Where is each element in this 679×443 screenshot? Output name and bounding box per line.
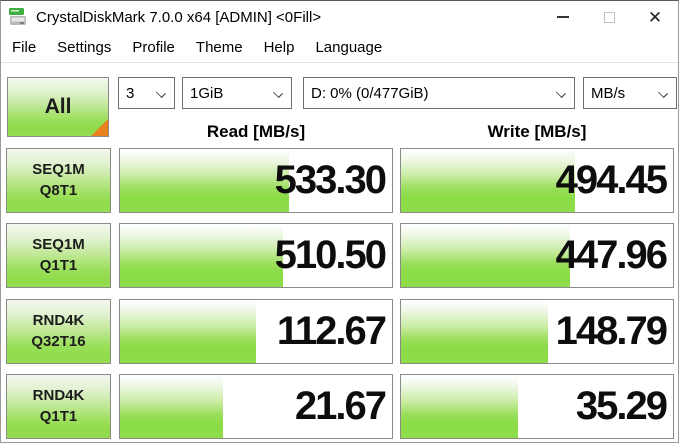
test-label-button[interactable]: RND4K Q1T1: [6, 374, 111, 439]
read-value: 21.67: [294, 384, 387, 428]
minimize-icon: [557, 16, 569, 18]
combo-value: 1GiB: [190, 84, 224, 102]
test-label-button[interactable]: SEQ1M Q8T1: [6, 148, 111, 213]
read-bar: [120, 300, 256, 363]
app-icon: [9, 8, 26, 25]
read-result-cell: 533.30: [119, 148, 393, 213]
chevron-down-icon: [157, 89, 165, 97]
read-result-cell: 112.67: [119, 299, 393, 364]
test-label-button[interactable]: SEQ1M Q1T1: [6, 223, 111, 288]
test-name: SEQ1M: [32, 160, 85, 178]
write-bar: [401, 224, 570, 287]
chevron-down-icon: [557, 89, 565, 97]
menu-item-help[interactable]: Help: [263, 39, 295, 56]
test-size-select[interactable]: 1GiB: [182, 77, 292, 109]
combo-value: 3: [126, 84, 135, 102]
write-result-cell: 148.79: [400, 299, 674, 364]
test-label-button[interactable]: RND4K Q32T16: [6, 299, 111, 364]
all-tests-button[interactable]: All: [7, 77, 109, 137]
read-result-cell: 510.50: [119, 223, 393, 288]
combo-value: MB/s: [591, 84, 626, 102]
write-value: 447.96: [555, 233, 668, 277]
read-bar: [120, 375, 224, 438]
menu-item-file[interactable]: File: [12, 39, 37, 56]
menu-item-language[interactable]: Language: [315, 39, 383, 56]
write-value: 494.45: [555, 158, 668, 202]
window-title: CrystalDiskMark 7.0.0 x64 [ADMIN] <0Fill…: [36, 8, 322, 26]
test-queue-thread: Q1T1: [39, 407, 78, 425]
write-result-cell: 447.96: [400, 223, 674, 288]
test-queue-thread: Q8T1: [39, 181, 78, 199]
all-button-label: All: [44, 95, 72, 118]
test-queue-thread: Q1T1: [39, 256, 78, 274]
maximize-icon: [603, 11, 615, 23]
write-value: 148.79: [555, 309, 668, 353]
write-value: 35.29: [575, 384, 668, 428]
close-button[interactable]: ✕: [632, 1, 678, 33]
write-bar: [401, 375, 518, 438]
read-column-header: Read [MB/s]: [206, 122, 306, 141]
menu-bar: File Settings Profile Theme Help Language: [1, 33, 678, 63]
menu-item-theme[interactable]: Theme: [195, 39, 243, 56]
close-icon: ✕: [647, 7, 663, 27]
menu-item-settings[interactable]: Settings: [57, 39, 112, 56]
test-name: RND4K: [32, 386, 85, 404]
chevron-down-icon: [659, 89, 667, 97]
test-count-select[interactable]: 3: [118, 77, 175, 109]
read-bar: [120, 224, 284, 287]
table-row: RND4K Q1T1 21.67 35.29: [1, 374, 678, 439]
read-bar: [120, 149, 289, 212]
write-result-cell: 35.29: [400, 374, 674, 439]
test-name: RND4K: [32, 311, 85, 329]
write-bar: [401, 300, 548, 363]
read-value: 533.30: [274, 158, 387, 202]
title-bar: CrystalDiskMark 7.0.0 x64 [ADMIN] <0Fill…: [1, 1, 678, 33]
table-row: SEQ1M Q1T1 510.50 447.96: [1, 223, 678, 288]
table-row: SEQ1M Q8T1 533.30 494.45: [1, 148, 678, 213]
unit-select[interactable]: MB/s: [583, 77, 677, 109]
write-bar: [401, 149, 576, 212]
read-value: 112.67: [276, 309, 387, 353]
maximize-button[interactable]: [586, 1, 632, 33]
minimize-button[interactable]: [540, 1, 586, 33]
read-value: 510.50: [274, 233, 387, 277]
combo-value: D: 0% (0/477GiB): [311, 84, 429, 102]
test-queue-thread: Q32T16: [31, 332, 86, 350]
corner-triangle-icon: [91, 119, 108, 136]
menu-item-profile[interactable]: Profile: [132, 39, 175, 56]
write-result-cell: 494.45: [400, 148, 674, 213]
test-name: SEQ1M: [32, 235, 85, 253]
table-row: RND4K Q32T16 112.67 148.79: [1, 299, 678, 364]
target-drive-select[interactable]: D: 0% (0/477GiB): [303, 77, 575, 109]
write-column-header: Write [MB/s]: [487, 122, 587, 141]
chevron-down-icon: [274, 89, 282, 97]
read-result-cell: 21.67: [119, 374, 393, 439]
